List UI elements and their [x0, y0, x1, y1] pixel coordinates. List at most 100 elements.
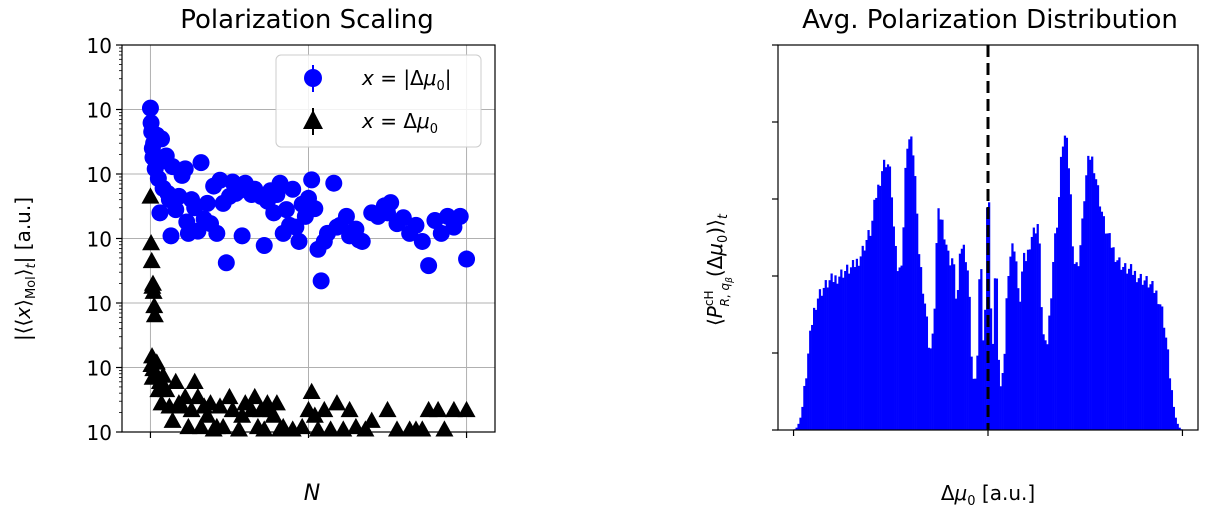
histogram-bar: [989, 308, 993, 430]
triangle-marker: [435, 420, 454, 437]
legend-item-delta-mu: x = Δμ0: [303, 108, 438, 137]
histogram-bar: [1164, 337, 1168, 430]
circle-marker: [284, 180, 302, 198]
histogram-bar: [951, 258, 954, 430]
histogram-bar: [1129, 264, 1133, 430]
y-tick-label: 10: [87, 228, 112, 252]
triangle-marker: [141, 187, 160, 204]
histogram-bar: [933, 308, 936, 430]
histogram-bar: [1128, 268, 1131, 430]
histogram-bar: [900, 265, 903, 430]
histogram-bar: [972, 378, 975, 430]
circle-marker: [176, 160, 194, 178]
histogram-bar: [869, 235, 872, 430]
polarization-scaling-panel: Polarization Scaling 10 10 10 10 10 10 10 N |⟨…: [11, 5, 496, 506]
histogram-bar: [1096, 185, 1100, 430]
histogram-bar: [1118, 257, 1121, 430]
histogram-bar: [842, 277, 845, 430]
histogram-bar: [1089, 159, 1092, 430]
histogram-bar: [890, 197, 894, 430]
y-axis-label: |⟨⟨x⟩Mol⟩t| [a.u.]: [11, 197, 39, 341]
histogram-bar: [1147, 287, 1150, 430]
histogram-bar: [943, 239, 946, 430]
histogram-bar: [982, 340, 985, 430]
triangle-marker: [223, 400, 242, 418]
histogram-bar: [1139, 273, 1142, 430]
triangle-marker: [142, 251, 161, 269]
triangle-marker: [176, 387, 195, 405]
histogram-bar: [1137, 278, 1140, 430]
circle-marker: [432, 224, 450, 242]
histogram-bar: [1048, 315, 1051, 430]
histogram-bar: [997, 359, 1000, 430]
triangle-marker: [192, 417, 211, 435]
histogram-bar: [1073, 263, 1076, 430]
histogram-bar: [1170, 390, 1174, 430]
histogram-bar: [844, 270, 847, 430]
triangle-marker: [229, 420, 248, 437]
histogram-bar: [1120, 269, 1123, 430]
circle-marker: [277, 201, 295, 219]
triangle-marker: [188, 387, 207, 405]
triangle-marker: [147, 353, 166, 370]
histogram-bar: [978, 279, 981, 430]
histogram-bar: [813, 307, 816, 430]
circle-marker: [394, 209, 412, 227]
legend-label-delta-mu: x = Δμ0: [361, 109, 438, 137]
histogram-bar: [1149, 284, 1152, 430]
histogram-bar: [863, 250, 866, 430]
histogram-bar: [877, 184, 880, 430]
histogram-bar: [1145, 276, 1148, 430]
circle-marker: [312, 272, 330, 290]
circle-marker: [407, 216, 425, 234]
y-tick-label: 10: [87, 421, 112, 445]
triangle-marker: [198, 406, 217, 423]
histogram-bar: [949, 265, 952, 430]
histogram-bar: [947, 250, 950, 430]
histogram-bar: [945, 244, 948, 430]
histogram-bar: [834, 275, 837, 430]
histogram-bar: [1085, 175, 1088, 430]
histogram-bar: [1042, 334, 1045, 430]
histogram-bar: [1032, 227, 1035, 430]
histogram-bar: [1104, 233, 1107, 430]
histogram-bar: [1069, 194, 1072, 430]
histogram-bar: [1131, 274, 1135, 430]
histogram-bar: [1015, 261, 1018, 430]
histogram-bar: [1093, 173, 1096, 430]
histogram-bar: [968, 296, 971, 430]
histogram-bar: [962, 244, 965, 430]
histogram-bar: [914, 176, 917, 430]
histogram-bar: [867, 230, 870, 430]
histogram-bar: [916, 213, 919, 430]
triangle-marker: [185, 372, 204, 390]
triangle-marker: [293, 417, 312, 435]
circle-marker: [420, 257, 438, 275]
histogram-bar: [1098, 206, 1102, 430]
histogram-bar: [1075, 262, 1078, 430]
triangle-marker: [305, 406, 324, 423]
histogram-bar: [1038, 243, 1041, 430]
histogram-bar: [1021, 271, 1024, 430]
histogram-bar: [939, 219, 942, 430]
histogram-bar: [1116, 260, 1119, 430]
histogram-bar: [1143, 280, 1146, 430]
y-tick-label: 10: [87, 357, 112, 381]
triangle-marker: [245, 387, 264, 405]
circle-marker: [217, 254, 235, 272]
histogram-bar: [1019, 301, 1022, 430]
data-points: [141, 99, 476, 437]
y-tick-label: 10: [87, 292, 112, 316]
histogram-bar: [1067, 168, 1070, 431]
histogram-bar: [865, 240, 868, 430]
histogram-bar: [859, 256, 862, 430]
histogram-bar: [1153, 293, 1156, 430]
circle-marker: [325, 174, 343, 192]
histogram-bar: [921, 293, 925, 430]
triangle-marker: [144, 282, 163, 299]
triangle-marker: [340, 400, 359, 418]
histogram-bar: [832, 282, 835, 430]
triangle-marker: [327, 394, 346, 411]
histogram-bar: [1155, 290, 1158, 430]
histogram-bar: [1110, 247, 1113, 430]
